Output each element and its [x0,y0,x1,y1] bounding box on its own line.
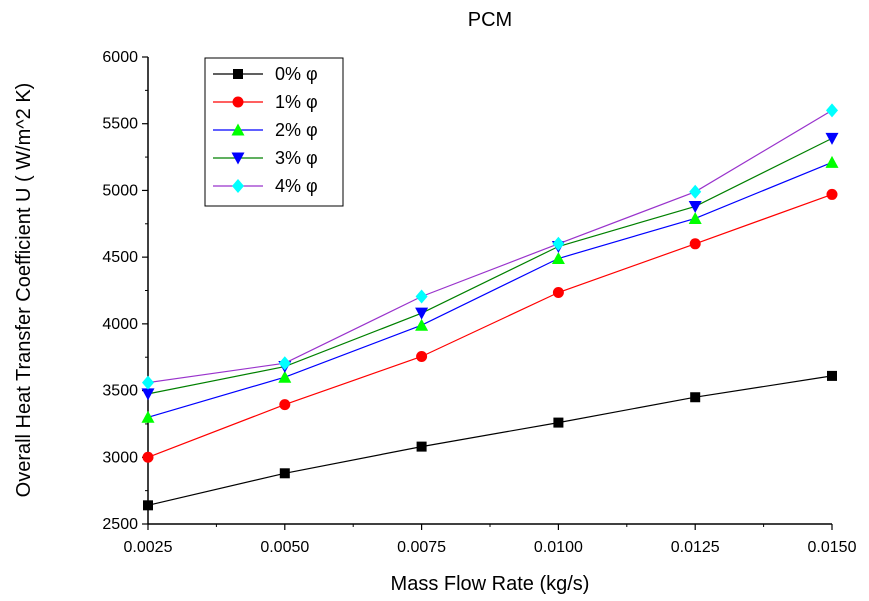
y-tick-label: 4500 [102,249,138,266]
legend-label: 0% φ [275,64,318,84]
x-tick-label: 0.0075 [397,539,446,556]
y-axis: 2500 3000 3500 4000 4500 5000 5500 6000 [102,49,149,533]
y-tick-label: 5000 [102,182,138,199]
data-point [825,132,839,145]
data-point [279,468,290,479]
series-0 [143,370,837,511]
data-point [552,236,565,251]
data-point [233,69,243,79]
data-point [232,179,244,193]
x-tick-label: 0.0025 [124,539,173,556]
data-point [279,399,291,411]
series-2 [141,155,839,423]
data-point [142,375,154,390]
data-point [231,152,245,165]
data-point [416,351,428,363]
data-point [415,307,429,320]
legend-label: 3% φ [275,148,318,168]
series-4 [142,103,838,390]
data-point [232,96,244,108]
series-line [147,375,833,506]
data-point [415,289,428,304]
data-point [141,388,155,401]
legend-item: 1% φ [213,92,318,112]
y-tick-label: 5500 [102,116,138,133]
legend-label: 1% φ [275,92,318,112]
y-axis-label: Overall Heat Transfer Coefficient U ( W/… [13,83,35,498]
legend-label: 2% φ [275,120,318,140]
y-tick-label: 4000 [102,316,138,333]
plot-area [141,103,839,511]
x-tick-label: 0.0150 [808,539,857,556]
series-line [147,193,833,458]
data-point [689,184,702,199]
legend-item: 0% φ [213,64,318,84]
x-tick-label: 0.0125 [671,539,720,556]
data-point [141,410,155,423]
legend-frame [204,57,344,207]
data-point [551,251,565,264]
data-point [690,392,701,403]
data-point [143,500,153,511]
data-point [688,200,702,213]
legend-label: 4% φ [275,176,318,196]
series-line [147,137,833,395]
series-1 [142,188,838,463]
y-tick-label: 2500 [102,516,138,533]
data-point [827,370,837,381]
series-line [147,161,833,418]
data-point [826,188,838,200]
y-tick-label: 3500 [102,383,138,400]
data-point [278,370,292,383]
data-point [552,287,564,299]
legend-item: 2% φ [213,120,318,140]
x-axis-label: Mass Flow Rate (kg/s) [391,573,590,595]
y-tick-label: 3000 [102,449,138,466]
data-point [142,451,154,463]
legend: 0% φ 1% φ 2% φ 3% φ 4% φ [204,57,344,207]
y-tick-label: 6000 [102,49,138,66]
data-point [826,103,838,118]
data-point [278,356,291,371]
x-tick-label: 0.0050 [260,539,309,556]
data-point [416,441,427,452]
data-point [825,155,839,168]
x-tick-label: 0.0100 [534,539,583,556]
chart-title: PCM [468,9,512,31]
data-point [553,417,564,428]
x-axis: 0.0025 0.0050 0.0075 0.0100 0.0125 0.0150 [124,523,857,556]
data-point [688,211,702,224]
series-line [147,109,833,384]
data-point [231,123,245,136]
legend-item: 4% φ [213,176,318,196]
legend-item: 3% φ [213,148,318,168]
data-point [689,238,701,250]
data-point [415,318,429,331]
